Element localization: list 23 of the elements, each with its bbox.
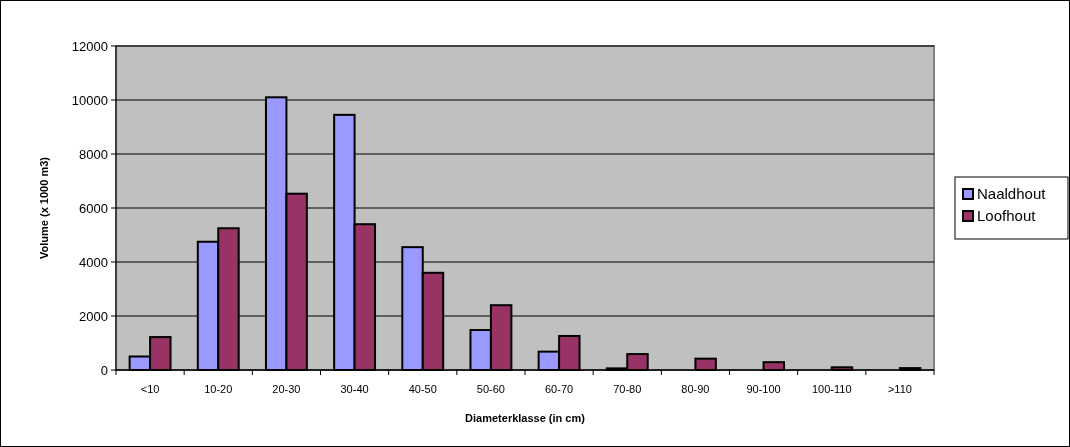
x-tick-label: 80-90 [681,383,710,395]
legend-label: Naaldhout [977,185,1047,202]
legend-label: Loofhout [977,207,1037,224]
x-tick-label: <10 [140,383,160,395]
x-axis-title: Diameterklasse (in cm) [465,412,586,424]
x-tick-label: 10-20 [204,383,233,395]
x-tick-label: 50-60 [476,383,505,395]
y-tick-label: 8000 [79,146,108,162]
x-tick-label: 30-40 [340,383,369,395]
x-tick-label: 100-110 [811,383,852,395]
y-tick-label: 12000 [71,38,108,54]
x-tick-label: 70-80 [613,383,642,395]
y-tick-label: 10000 [71,92,108,108]
y-axis-title: Volume (x 1000 m3) [38,156,50,259]
x-tick-label: 90-100 [746,383,781,395]
y-tick-label: 4000 [79,254,108,270]
y-tick-label: 0 [100,362,108,378]
x-tick-label: >110 [887,383,912,395]
y-tick-label: 2000 [79,308,108,324]
y-tick-label: 6000 [79,200,108,216]
x-tick-label: 40-50 [408,383,437,395]
x-tick-label: 60-70 [545,383,574,395]
x-tick-label: 20-30 [272,383,301,395]
